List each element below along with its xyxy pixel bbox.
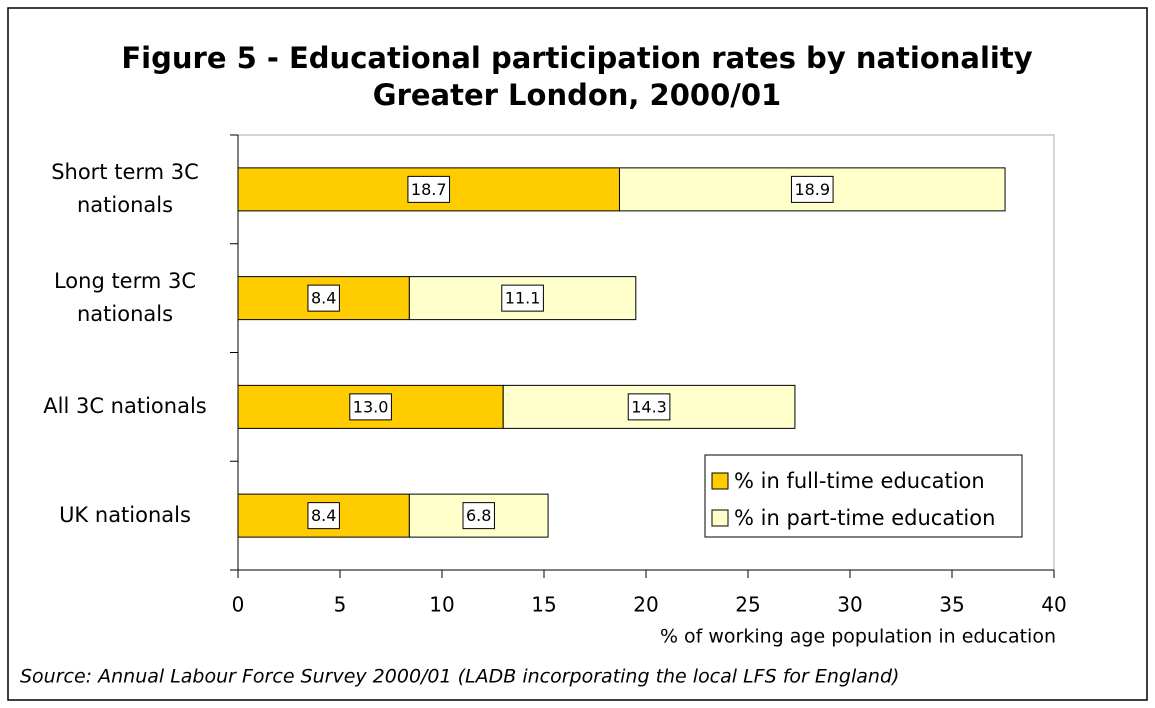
- data-label-box: [307, 502, 340, 530]
- data-label: 6.8: [466, 506, 491, 525]
- legend-box: [704, 454, 1023, 538]
- data-label-box: [407, 175, 451, 203]
- data-label: 11.1: [505, 289, 541, 308]
- data-label: 18.9: [794, 180, 830, 199]
- x-tick-label: 40: [1041, 593, 1066, 617]
- legend-label: % in full-time education: [734, 469, 985, 493]
- x-tick-label: 15: [531, 593, 556, 617]
- x-tick-label: 20: [633, 593, 658, 617]
- category-label: UK nationals: [59, 502, 191, 527]
- legend-label: % in part-time education: [734, 506, 995, 530]
- data-label-box: [501, 284, 544, 312]
- x-tick-label: 10: [429, 593, 454, 617]
- legend-swatch: [711, 509, 729, 527]
- category-label: All 3C nationals: [43, 394, 207, 418]
- data-label: 8.4: [311, 289, 336, 308]
- x-tick-label: 5: [334, 593, 347, 617]
- x-axis-title: % of working age population in education: [660, 626, 1056, 648]
- data-label-box: [349, 393, 392, 421]
- chart-subtitle: Greater London, 2000/01: [373, 78, 781, 112]
- data-label-box: [462, 502, 495, 530]
- data-label-box: [790, 175, 834, 203]
- x-tick-label: 35: [939, 593, 964, 617]
- x-tick-label: 30: [837, 593, 862, 617]
- data-label-box: [307, 284, 340, 312]
- x-tick-label: 25: [735, 593, 760, 617]
- source: Source: Annual Labour Force Survey 2000/…: [20, 666, 899, 688]
- data-label-box: [627, 393, 671, 421]
- category-label: Short term 3C nationals: [51, 160, 199, 217]
- legend-swatch: [711, 472, 729, 490]
- data-label: 14.3: [631, 397, 667, 416]
- data-label: 18.7: [411, 180, 447, 199]
- x-tick-label: 0: [232, 593, 245, 617]
- chart-title: Figure 5 - Educational participation rat…: [121, 41, 1032, 75]
- data-label: 8.4: [311, 506, 336, 525]
- category-label: Long term 3C nationals: [53, 268, 197, 326]
- data-label: 13.0: [353, 397, 389, 416]
